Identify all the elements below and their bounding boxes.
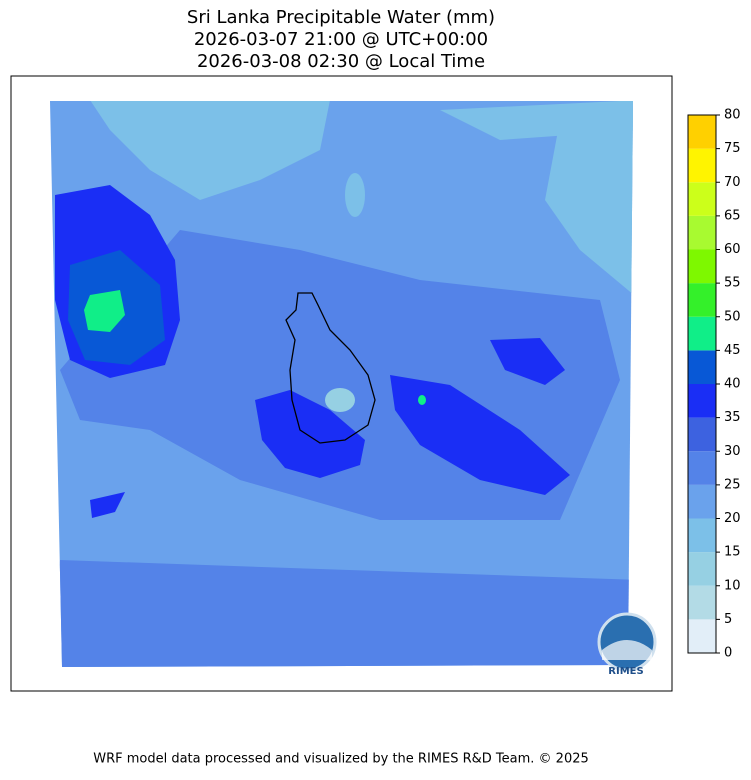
colorbar-bin: [688, 148, 716, 183]
colorbar-tick-label: 5: [724, 612, 732, 627]
colorbar-tick-label: 65: [724, 208, 741, 223]
colorbar-tick-label: 40: [724, 377, 741, 392]
colorbar-bin: [688, 350, 716, 384]
map: [50, 101, 657, 672]
colorbar-bin: [688, 316, 716, 351]
footer: WRF model data processed and visualized …: [93, 752, 589, 767]
colorbar-bin: [688, 451, 716, 485]
colorbar-tick-label: 0: [724, 646, 732, 661]
colorbar-tick-label: 35: [724, 410, 741, 425]
title-line: 2026-03-08 02:30 @ Local Time: [197, 51, 485, 72]
colorbar-bin: [688, 283, 716, 317]
colorbar-tick-label: 20: [724, 511, 741, 526]
colorbar-bin: [688, 417, 716, 452]
colorbar-bin: [688, 585, 716, 620]
title-line: Sri Lanka Precipitable Water (mm): [187, 7, 495, 28]
colorbar-tick-label: 45: [724, 343, 741, 358]
colorbar: 0 5 10 15 20 25 30 35 40 45 50 55 60 65 70 75 80: [687, 108, 741, 661]
colorbar-bin: [688, 215, 716, 250]
colorbar-tick-label: 30: [724, 444, 741, 459]
colorbar-bin: [688, 552, 716, 586]
colorbar-tick-label: 75: [724, 141, 741, 156]
colorbar-bin: [688, 518, 716, 553]
colorbar-tick-label: 25: [724, 477, 741, 492]
colorbar-tick-label: 70: [724, 175, 741, 190]
colorbar-tick-label: 50: [724, 309, 741, 324]
title-line: 2026-03-07 21:00 @ UTC+00:00: [194, 29, 488, 50]
colorbar-tick-label: 80: [724, 108, 741, 123]
colorbar-tick-label: 60: [724, 242, 741, 257]
colorbar-tick-label: 55: [724, 276, 741, 291]
colorbar-bin: [688, 115, 716, 149]
colorbar-bin: [688, 619, 716, 653]
colorbar-bin: [688, 484, 716, 519]
colorbar-bin: [688, 182, 716, 216]
colorbar-tick-label: 10: [724, 578, 741, 593]
logo-text: RIMES: [608, 666, 643, 677]
colorbar-bin: [688, 249, 716, 284]
colorbar-tick-label: 15: [724, 545, 741, 560]
colorbar-bin: [688, 384, 716, 418]
